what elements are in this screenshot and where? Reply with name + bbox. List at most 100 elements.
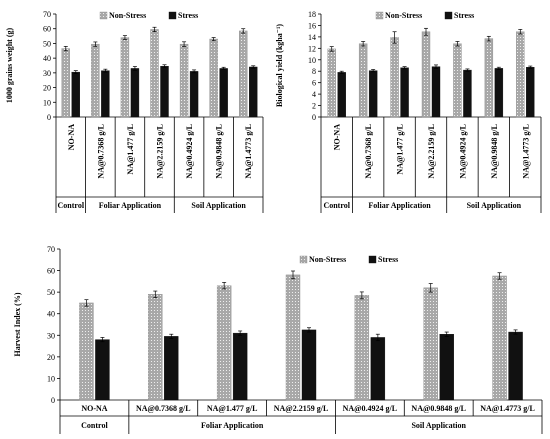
y-tick-label: 30 xyxy=(43,69,51,78)
bar-stress xyxy=(219,68,228,118)
bar-stress xyxy=(189,71,199,118)
y-tick-label: 12 xyxy=(308,44,316,53)
bar-stress xyxy=(431,66,441,118)
category-label: NA@0.4924 g/L xyxy=(458,124,467,179)
category-label: NA@1.477 g/L xyxy=(126,124,135,175)
category-label: NA@0.9848 g/L xyxy=(411,404,466,413)
y-tick-label: 20 xyxy=(47,353,55,362)
legend-label-stress: Stress xyxy=(178,11,198,20)
legend-label-non-stress: Non-Stress xyxy=(385,11,422,20)
category-label: NA@0.9848 g/L xyxy=(490,124,499,179)
bar-non-stress xyxy=(492,275,507,401)
category-label: NA@2.2159 g/L xyxy=(156,124,165,179)
y-tick-label: 0 xyxy=(47,113,51,122)
bar-stress xyxy=(463,69,472,118)
legend-swatch-stress xyxy=(368,255,377,264)
legend-label-non-stress: Non-Stress xyxy=(309,255,346,264)
bar-stress xyxy=(160,66,169,118)
group-label: Control xyxy=(58,201,85,210)
group-label: Soil Application xyxy=(411,421,466,430)
bar-non-stress xyxy=(61,48,70,118)
category-label: NA@0.4924 g/L xyxy=(185,124,194,179)
category-label: NO-NA xyxy=(333,124,342,150)
y-axis-title: Harvest Index (%) xyxy=(13,292,22,356)
legend-label-non-stress: Non-Stress xyxy=(109,11,146,20)
bar-non-stress xyxy=(516,31,525,118)
bar-non-stress xyxy=(358,43,368,118)
bar-non-stress xyxy=(91,43,100,118)
bar-non-stress xyxy=(209,38,218,118)
group-label: Foliar Application xyxy=(201,421,264,430)
legend-swatch-non-stress xyxy=(375,11,384,20)
bar-stress xyxy=(526,67,535,118)
legend-swatch-non-stress xyxy=(299,255,308,264)
bar-stress xyxy=(164,336,179,401)
bar-stress xyxy=(71,71,80,118)
legend-swatch-stress xyxy=(444,11,453,20)
y-tick-label: 10 xyxy=(308,56,316,65)
group-label: Soil Application xyxy=(191,201,246,210)
category-label: NO-NA xyxy=(81,404,107,413)
category-label: NO-NA xyxy=(67,124,76,150)
category-label: NA@1.477 g/L xyxy=(396,124,405,175)
bar-stress xyxy=(232,332,248,401)
y-tick-label: 18 xyxy=(308,10,316,19)
y-axis-title: Biological yield (kgha⁻¹) xyxy=(275,24,284,107)
bar-stress xyxy=(368,70,378,118)
y-tick-label: 2 xyxy=(312,102,316,111)
bar-non-stress xyxy=(179,43,189,118)
category-label: NA@1.4773 g/L xyxy=(521,124,530,179)
bar-non-stress xyxy=(354,295,370,401)
y-tick-label: 40 xyxy=(47,310,55,319)
bar-non-stress xyxy=(327,48,336,118)
y-tick-label: 10 xyxy=(47,374,55,383)
bar-non-stress xyxy=(216,285,232,401)
y-tick-label: 14 xyxy=(308,33,316,42)
legend-label-stress: Stress xyxy=(378,255,398,264)
bar-stress xyxy=(337,72,346,118)
y-tick-label: 0 xyxy=(312,113,316,122)
bar-stress xyxy=(439,334,454,401)
panel-harvest-index: 0 10 20 30 40 50 60 70 Harvest Index (%) Control F… xyxy=(13,245,543,434)
y-tick-label: 60 xyxy=(43,25,51,34)
y-tick-label: 50 xyxy=(47,288,55,297)
bar-stress xyxy=(130,68,140,118)
bar-non-stress xyxy=(484,38,494,118)
group-label: Soil Application xyxy=(467,201,522,210)
bar-stress xyxy=(370,337,386,401)
y-tick-label: 10 xyxy=(43,98,51,107)
y-tick-label: 16 xyxy=(308,21,316,30)
category-label: NA@0.7368 g/L xyxy=(364,124,373,179)
category-label: NA@2.2159 g/L xyxy=(427,124,436,179)
category-label: NA@1.4773 g/L xyxy=(480,404,535,413)
bar-non-stress xyxy=(120,37,130,118)
bar-non-stress xyxy=(390,37,399,118)
category-label: NA@0.9848 g/L xyxy=(215,124,224,179)
panel-biological-yield: 0 2 4 6 8 10 12 14 16 18 Biological yield (kgha⁻¹)… xyxy=(275,10,542,213)
y-tick-label: 6 xyxy=(312,79,316,88)
y-tick-label: 70 xyxy=(47,245,55,254)
bar-stress xyxy=(249,66,258,118)
y-tick-label: 50 xyxy=(43,39,51,48)
group-label: Foliar Application xyxy=(368,201,431,210)
legend-swatch-non-stress xyxy=(99,11,108,20)
group-label: Foliar Application xyxy=(99,201,162,210)
y-tick-label: 30 xyxy=(47,331,55,340)
category-label: NA@1.477 g/L xyxy=(207,404,258,413)
group-label: Control xyxy=(81,421,108,430)
bar-stress xyxy=(101,70,110,118)
bar-stress xyxy=(95,339,110,401)
y-axis-title: 1000 grains weight (g) xyxy=(5,28,14,104)
bar-stress xyxy=(301,329,317,401)
y-tick-label: 8 xyxy=(312,67,316,76)
group-label: Control xyxy=(323,201,350,210)
bar-non-stress xyxy=(150,29,159,118)
panel-1000-grains-weight: 0 10 20 30 40 50 60 70 1000 grains weight (g) Con… xyxy=(5,10,264,213)
category-label: NA@1.4773 g/L xyxy=(244,124,253,179)
legend-label-stress: Stress xyxy=(454,11,474,20)
bar-non-stress xyxy=(421,31,431,118)
y-tick-label: 60 xyxy=(47,267,55,276)
category-label: NA@0.7368 g/L xyxy=(96,124,105,179)
y-tick-label: 70 xyxy=(43,10,51,19)
